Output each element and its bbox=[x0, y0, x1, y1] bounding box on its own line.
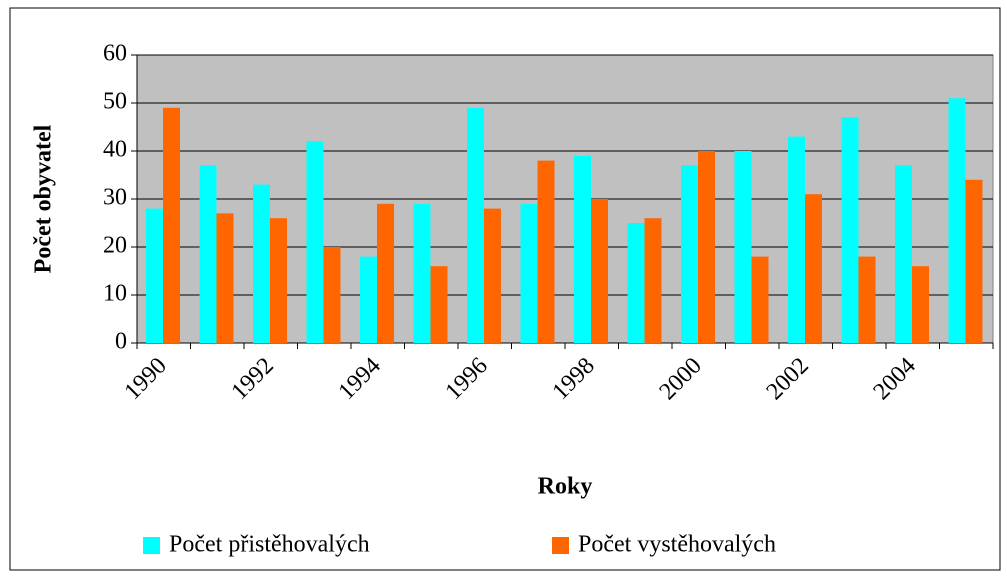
bar bbox=[323, 247, 341, 343]
bar bbox=[537, 160, 555, 343]
bar bbox=[574, 155, 591, 343]
y-tick-label: 20 bbox=[103, 233, 127, 259]
y-tick-label: 10 bbox=[103, 281, 127, 307]
y-tick-label: 30 bbox=[103, 185, 127, 211]
bar bbox=[146, 208, 163, 343]
bar bbox=[698, 151, 715, 343]
bar bbox=[841, 117, 859, 344]
bar bbox=[520, 203, 538, 343]
bar bbox=[681, 165, 698, 343]
y-tick-label: 40 bbox=[103, 137, 127, 163]
bar bbox=[858, 256, 876, 343]
bar bbox=[306, 141, 324, 343]
y-tick-label: 50 bbox=[103, 89, 127, 115]
bar bbox=[895, 165, 912, 343]
bar bbox=[788, 136, 805, 343]
legend-label: Počet vystěhovalých bbox=[578, 532, 776, 558]
bar bbox=[199, 165, 217, 343]
bar bbox=[270, 218, 287, 343]
bar bbox=[965, 179, 983, 343]
bar bbox=[948, 98, 966, 343]
bar bbox=[734, 151, 752, 343]
bar bbox=[484, 208, 501, 343]
bar bbox=[360, 256, 377, 343]
y-tick-label: 60 bbox=[103, 41, 127, 67]
x-axis-label: Roky bbox=[538, 474, 593, 500]
bar bbox=[627, 223, 645, 343]
bar bbox=[377, 203, 394, 343]
bar bbox=[751, 256, 769, 343]
y-axis-label: Počet obyvatel bbox=[31, 124, 57, 273]
bar bbox=[413, 203, 431, 343]
legend-label: Počet přistěhovalých bbox=[169, 532, 370, 558]
legend-swatch bbox=[552, 537, 569, 554]
bar bbox=[216, 213, 234, 343]
bar bbox=[163, 107, 180, 343]
bar bbox=[805, 194, 822, 343]
y-tick-label: 0 bbox=[115, 329, 127, 355]
bar bbox=[912, 266, 929, 343]
bar bbox=[430, 266, 448, 343]
bar bbox=[253, 184, 270, 343]
legend-swatch bbox=[143, 537, 160, 554]
bar bbox=[467, 107, 484, 343]
bar bbox=[644, 218, 662, 343]
bar bbox=[591, 199, 608, 343]
